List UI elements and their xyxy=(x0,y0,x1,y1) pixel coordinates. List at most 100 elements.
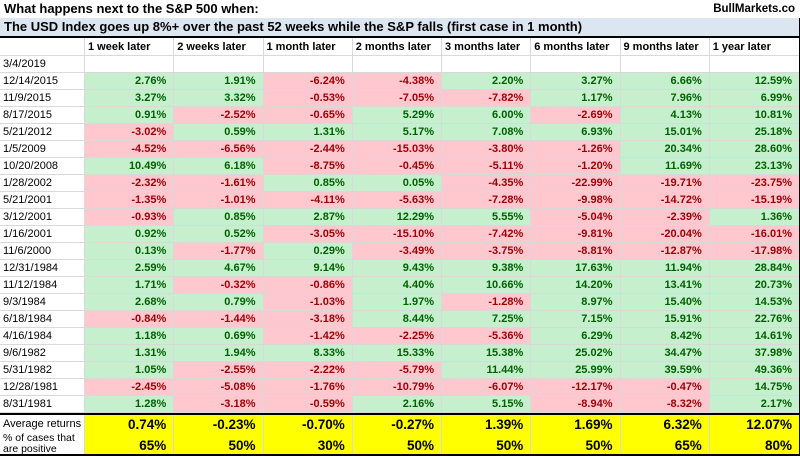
corner-cell xyxy=(0,38,85,56)
return-cell: -4.38% xyxy=(352,73,442,90)
return-cell: 14.53% xyxy=(709,294,799,311)
return-cell: 1.31% xyxy=(263,124,353,141)
return-cell xyxy=(531,56,621,73)
return-cell: 1.17% xyxy=(531,90,621,107)
return-cell: 0.05% xyxy=(352,175,442,192)
return-cell: 7.25% xyxy=(442,311,532,328)
return-cell: 11.94% xyxy=(620,260,710,277)
return-cell: 6.99% xyxy=(709,90,799,107)
return-cell: 1.91% xyxy=(174,73,264,90)
return-cell: 12.29% xyxy=(352,209,442,226)
return-cell: 2.59% xyxy=(85,260,175,277)
return-cell: 3.27% xyxy=(531,73,621,90)
column-header: 6 months later xyxy=(531,38,621,56)
return-cell: -3.75% xyxy=(442,243,532,260)
date-cell: 6/18/1984 xyxy=(0,311,85,328)
return-cell: 10.81% xyxy=(709,107,799,124)
return-cell: -5.08% xyxy=(174,379,264,396)
return-cell: -1.03% xyxy=(263,294,353,311)
average-return-cell: 12.07% xyxy=(709,415,799,433)
column-header: 1 year later xyxy=(709,38,799,56)
return-cell: 7.96% xyxy=(620,90,710,107)
pct-positive-cell: 65% xyxy=(85,433,175,454)
return-cell: 4.40% xyxy=(352,277,442,294)
return-cell: 0.91% xyxy=(85,107,175,124)
date-cell: 1/28/2002 xyxy=(0,175,85,192)
return-cell: 1.36% xyxy=(709,209,799,226)
return-cell xyxy=(442,56,532,73)
return-cell: 17.63% xyxy=(531,260,621,277)
return-cell: -2.32% xyxy=(85,175,175,192)
return-cell: -8.32% xyxy=(620,396,710,413)
average-return-cell: 1.69% xyxy=(531,415,621,433)
return-cell: -23.75% xyxy=(709,175,799,192)
return-cell: -5.11% xyxy=(442,158,532,175)
return-cell: -0.47% xyxy=(620,379,710,396)
date-cell: 11/6/2000 xyxy=(0,243,85,260)
return-cell xyxy=(620,56,710,73)
return-cell: 22.76% xyxy=(709,311,799,328)
average-return-cell: -0.70% xyxy=(263,415,353,433)
return-cell: 0.92% xyxy=(85,226,175,243)
return-cell: -5.36% xyxy=(442,328,532,345)
date-cell: 12/31/1984 xyxy=(0,260,85,277)
return-cell: -1.61% xyxy=(174,175,264,192)
return-cell: -7.05% xyxy=(352,90,442,107)
return-cell: -14.72% xyxy=(620,192,710,209)
return-cell: 6.66% xyxy=(620,73,710,90)
return-cell: 11.44% xyxy=(442,362,532,379)
title-line-2: The USD Index goes up 8%+ over the past … xyxy=(0,18,800,36)
date-cell: 1/5/2009 xyxy=(0,141,85,158)
return-cell: -12.17% xyxy=(531,379,621,396)
pct-positive-label: % of cases that are positive xyxy=(0,433,85,455)
return-cell: -1.35% xyxy=(85,192,175,209)
pct-positive-cell: 50% xyxy=(531,433,621,454)
return-cell: 0.69% xyxy=(174,328,264,345)
return-cell: 0.29% xyxy=(263,243,353,260)
return-cell: 15.38% xyxy=(442,345,532,362)
return-cell: -0.53% xyxy=(263,90,353,107)
return-cell: 8.33% xyxy=(263,345,353,362)
average-return-cell: -0.23% xyxy=(174,415,264,433)
pct-positive-cell: 50% xyxy=(442,433,532,454)
return-cell: -1.42% xyxy=(263,328,353,345)
return-cell: -3.18% xyxy=(174,396,264,413)
column-header: 2 weeks later xyxy=(174,38,264,56)
return-cell: 25.99% xyxy=(531,362,621,379)
return-cell: -6.07% xyxy=(442,379,532,396)
average-return-cell: 1.39% xyxy=(442,415,532,433)
return-cell: -5.63% xyxy=(352,192,442,209)
return-cell: -15.10% xyxy=(352,226,442,243)
return-cell: -1.26% xyxy=(531,141,621,158)
pct-positive-cell: 50% xyxy=(174,433,264,454)
return-cell: 9.14% xyxy=(263,260,353,277)
return-cell: 8.42% xyxy=(620,328,710,345)
date-cell: 12/28/1981 xyxy=(0,379,85,396)
return-cell: -3.80% xyxy=(442,141,532,158)
return-cell: 6.93% xyxy=(531,124,621,141)
title-block: What happens next to the S&P 500 when: B… xyxy=(0,0,800,38)
return-cell: 15.40% xyxy=(620,294,710,311)
return-cell: -3.49% xyxy=(352,243,442,260)
return-cell: 0.13% xyxy=(85,243,175,260)
return-cell: 37.98% xyxy=(709,345,799,362)
return-cell: -9.81% xyxy=(531,226,621,243)
return-cell: 2.17% xyxy=(709,396,799,413)
return-cell: 10.66% xyxy=(442,277,532,294)
return-cell: 11.69% xyxy=(620,158,710,175)
return-cell: 3.32% xyxy=(174,90,264,107)
return-cell: -8.94% xyxy=(531,396,621,413)
return-cell: 1.97% xyxy=(352,294,442,311)
return-cell: 15.91% xyxy=(620,311,710,328)
date-cell: 8/17/2015 xyxy=(0,107,85,124)
date-cell: 10/20/2008 xyxy=(0,158,85,175)
return-cell: 9.38% xyxy=(442,260,532,277)
pct-positive-cell: 30% xyxy=(263,433,353,454)
return-cell: -4.11% xyxy=(263,192,353,209)
return-cell: -1.44% xyxy=(174,311,264,328)
return-cell: 10.49% xyxy=(85,158,175,175)
return-cell: 6.18% xyxy=(174,158,264,175)
average-return-cell: 0.74% xyxy=(85,415,175,433)
return-cell: 14.61% xyxy=(709,328,799,345)
return-cell: -1.28% xyxy=(442,294,532,311)
